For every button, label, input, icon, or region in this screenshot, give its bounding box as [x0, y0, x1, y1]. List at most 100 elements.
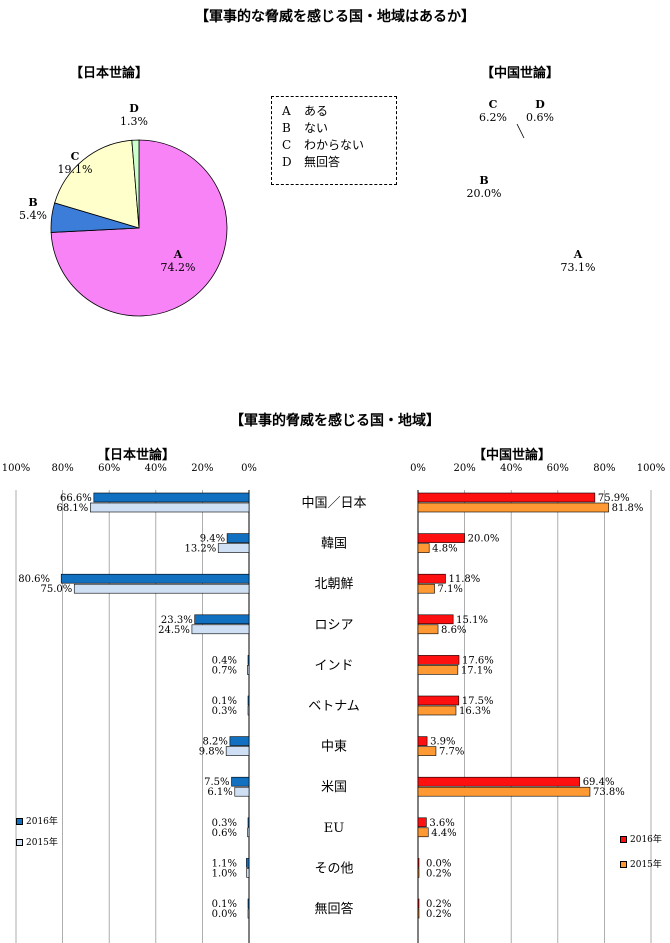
category-label: ベトナム [308, 699, 360, 714]
japan-tick-label: 80% [51, 463, 73, 474]
china-bar-2015 [417, 786, 591, 797]
japan-value-label-2016: 23.3% [161, 615, 193, 626]
japan-value-label-2016: 7.5% [204, 777, 229, 788]
china-value-label-2015: 0.2% [426, 909, 451, 920]
china-pie-value-d: 0.6% [526, 111, 554, 124]
china-legend-2015: 2015年 [620, 857, 662, 870]
japan-value-label-2015: 75.0% [40, 584, 72, 595]
china-value-label-2016: 15.1% [456, 615, 488, 626]
category-label: 韓国 [321, 537, 347, 552]
category-label: EU [324, 821, 344, 836]
china-bar-2016 [417, 736, 428, 746]
china-pie-label-a: A [573, 248, 583, 261]
japan-tick-label: 0% [241, 463, 257, 474]
japan-tick-label: 40% [145, 463, 167, 474]
china-value-label-2016: 17.5% [462, 696, 494, 707]
china-tick-label: 60% [547, 463, 569, 474]
china-value-label-2016: 75.9% [598, 493, 630, 504]
japan-value-label-2016: 1.1% [212, 858, 237, 869]
japan-bar-2016 [93, 492, 250, 503]
china-value-label-2016: 17.6% [462, 655, 494, 666]
china-bar-2016 [417, 573, 446, 584]
category-label: 北朝鮮 [314, 577, 353, 592]
japan-value-label-2015: 6.1% [207, 787, 232, 798]
china-bar-2015 [417, 746, 437, 756]
china-pie-value-b: 20.0% [467, 187, 502, 200]
china-value-label-2015: 7.7% [439, 747, 464, 758]
china-tick-label: 0% [410, 463, 426, 474]
china-series-legend: 2016年 2015年 [620, 832, 662, 870]
japan-tick-label: 100% [2, 463, 31, 474]
china-value-label-2015: 8.6% [441, 625, 466, 636]
japan-value-label-2016: 9.4% [200, 534, 225, 545]
japan-value-label-2016: 0.3% [212, 818, 237, 829]
china-bar-2015 [417, 868, 420, 878]
japan-pie-label-b: B [28, 196, 37, 209]
china-tick-label: 80% [593, 463, 615, 474]
japan-bar-2016 [231, 776, 250, 787]
bar-section-title: 【軍事的脅威を感じる国・地域】 [230, 413, 440, 429]
china-pie-label-d: D [535, 98, 545, 111]
china-bar-2016 [417, 533, 465, 543]
japan-pie-label-c: C [71, 150, 80, 163]
japan-value-label-2015: 0.7% [212, 665, 237, 676]
legend-row-b: B ない [282, 121, 329, 135]
legend-row-d: D 無回答 [282, 155, 341, 169]
category-label: その他 [314, 861, 353, 876]
china-bar-2016 [417, 614, 454, 625]
japan-pie-value-d: 1.3% [120, 115, 148, 128]
japan-bar-2016 [247, 817, 250, 828]
china-bar-2015 [417, 502, 609, 513]
japan-bar-2016 [194, 614, 250, 625]
country-bar-charts: 100% 0% 80% 20% 60% 40% 40% 60% 20% 80% 0% 100% 中国／日… [2, 463, 666, 943]
china-bar-2015 [417, 583, 435, 594]
pie-section-title: 【軍事的な脅威を感じる国・地域はあるか】 [195, 9, 475, 25]
china-value-label-2016: 0.2% [426, 899, 451, 910]
japan-bar-2015 [247, 705, 250, 716]
japan-value-label-2015: 9.8% [199, 747, 224, 758]
china-bar-2016 [417, 776, 581, 787]
china-value-label-2016: 11.8% [448, 574, 480, 585]
china-value-label-2016: 0.0% [426, 858, 451, 869]
japan-value-label-2016: 8.2% [202, 737, 227, 748]
china-bar-2016 [417, 492, 596, 503]
japan-bar-2016 [226, 533, 250, 543]
china-value-label-2015: 16.3% [459, 706, 491, 717]
japan-value-label-2016: 0.1% [212, 696, 237, 707]
china-value-label-2015: 17.1% [461, 665, 493, 676]
china-value-label-2015: 4.4% [431, 828, 456, 839]
china-value-label-2015: 7.1% [438, 584, 463, 595]
category-label: 無回答 [314, 901, 353, 917]
japan-value-label-2015: 13.2% [184, 544, 216, 555]
china-value-label-2015: 4.8% [432, 544, 457, 555]
japan-pie-title: 【日本世論】 [70, 66, 149, 81]
japan-bar-2015 [191, 624, 250, 635]
china-tick-label: 20% [453, 463, 475, 474]
china-pie-chart: A73.1% B20.0% C6.2% D0.6% [467, 98, 596, 274]
japan-legend-2016: 2016年 [16, 814, 58, 827]
japan-pie-slice-c [54, 139, 140, 229]
china-tick-label: 40% [500, 463, 522, 474]
japan-value-label-2015: 68.1% [57, 503, 89, 514]
japan-bar-2015 [225, 746, 250, 756]
china-tick-label: 100% [637, 463, 666, 474]
legend-row-a: A ある [282, 104, 329, 118]
china-pie-leader-line [516, 123, 525, 139]
china-value-label-2016: 20.0% [468, 534, 500, 545]
china-legend-2016: 2016年 [620, 832, 662, 845]
china-bar-2015 [417, 705, 457, 716]
china-pie-label-b: B [479, 174, 488, 187]
japan-value-label-2015: 24.5% [158, 625, 190, 636]
china-bar-2016 [417, 655, 460, 665]
japan-series-legend: 2016年 2015年 [16, 814, 58, 848]
category-label: ロシア [314, 618, 353, 633]
answer-legend-box: A ある B ない C わからない D 無回答 [271, 96, 397, 185]
category-label: インド [314, 658, 353, 673]
japan-tick-label: 60% [98, 463, 120, 474]
japan-bar-2016 [229, 736, 250, 746]
japan-value-label-2016: 0.4% [212, 655, 237, 666]
japan-bar-2016 [60, 573, 250, 584]
japan-pie-chart: A74.2% B5.4% C19.1% D1.3% [19, 102, 228, 317]
japan-pie-value-b: 5.4% [19, 209, 47, 222]
japan-value-label-2015: 1.0% [212, 868, 237, 879]
